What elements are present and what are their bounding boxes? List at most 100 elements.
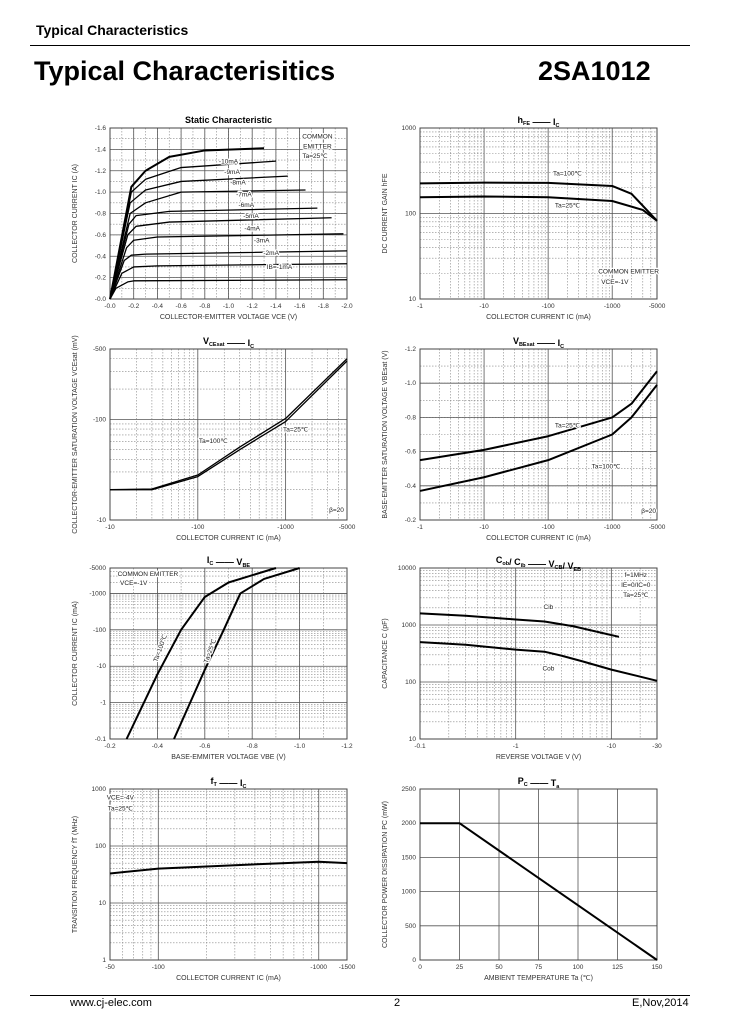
- x-tick-label: -10: [105, 524, 115, 531]
- x-tick-label: -1000: [277, 524, 294, 531]
- x-tick-label: -1000: [604, 303, 621, 310]
- annotation-label: -4mA: [244, 226, 260, 233]
- annotation-label: f=1MHz: [624, 572, 647, 579]
- y-axis-label: DC CURRENT GAIN hFE: [382, 173, 389, 253]
- x-tick-label: -0.6: [175, 303, 187, 310]
- y-tick-label: -1.2: [95, 168, 107, 175]
- y-tick-label: 2500: [402, 786, 417, 793]
- y-tick-label: 100: [405, 211, 416, 218]
- y-tick-label: -0.1: [95, 736, 107, 743]
- annotation-label: -2mA: [263, 250, 279, 257]
- annotation-label: COMMON EMITTER: [118, 571, 179, 578]
- y-tick-label: 1000: [402, 889, 417, 896]
- annotation-label: IB=-1mA: [267, 264, 293, 271]
- annotation-label: VCE=-4V: [107, 795, 135, 802]
- x-tick-label: -10: [479, 303, 489, 310]
- y-tick-label: -0.4: [405, 483, 417, 490]
- annotation-label: Ta=25℃: [283, 426, 309, 433]
- x-tick-label: -1.4: [270, 303, 282, 310]
- x-tick-label: -1: [417, 524, 423, 531]
- plot-frame: [419, 348, 658, 521]
- chart-title: VCEsat —— IC: [203, 336, 254, 350]
- x-tick-label: -0.8: [247, 743, 259, 750]
- chart-3: -10 -100 -1000 -5000 -10 -100 -500 VCEsat —— IC…: [72, 335, 356, 542]
- series-line: [109, 860, 348, 875]
- x-tick-label: -1.2: [247, 303, 259, 310]
- chart-2: -1 -10 -100 -1000 -5000 10 100 1000 hFE —— IC COL…: [382, 115, 666, 321]
- y-tick-label: -500: [93, 346, 106, 353]
- y-tick-label: -1.2: [405, 346, 417, 353]
- series-line: [109, 233, 344, 300]
- y-tick-label: -0.2: [95, 275, 107, 282]
- x-axis-label: COLLECTOR CURRENT IC (mA): [176, 535, 281, 542]
- chart-title: fT —— IC: [211, 776, 247, 790]
- y-axis-label: BASE-EMITTER SATURATION VOLTAGE VBEsat (…: [382, 350, 389, 518]
- y-tick-label: -0.8: [95, 211, 107, 218]
- series-line: [109, 250, 348, 300]
- y-tick-label: -0.2: [405, 517, 417, 524]
- y-tick-label: 10000: [398, 565, 416, 572]
- annotation-label: -9mA: [224, 169, 240, 176]
- x-tick-label: -0.4: [152, 743, 164, 750]
- x-tick-label: -50: [105, 964, 115, 971]
- x-tick-label: 75: [535, 964, 543, 971]
- y-tick-label: -1.0: [95, 189, 107, 196]
- series-line: [419, 370, 658, 462]
- x-tick-label: -1.0: [294, 743, 306, 750]
- x-tick-label: 0: [418, 964, 422, 971]
- annotation-label: -8mA: [230, 180, 246, 187]
- y-tick-label: 10: [409, 296, 417, 303]
- annotation-label: Ta=25℃: [302, 153, 328, 160]
- y-tick-label: -10: [97, 663, 107, 670]
- y-tick-label: 1000: [402, 622, 417, 629]
- x-tick-label: -5000: [649, 303, 666, 310]
- x-tick-label: -0.6: [199, 743, 211, 750]
- annotation-label: COMMON: [302, 134, 333, 141]
- y-tick-label: 1000: [402, 125, 417, 132]
- y-tick-label: 100: [405, 679, 416, 686]
- x-tick-label: -1.2: [341, 743, 353, 750]
- plot-frame: [109, 788, 348, 961]
- x-tick-label: -100: [542, 524, 555, 531]
- y-axis-label: COLLECTOR CURRENT IC (A): [72, 164, 79, 263]
- y-tick-label: 1500: [402, 854, 417, 861]
- x-tick-label: -5000: [649, 524, 666, 531]
- y-tick-label: -100: [93, 627, 106, 634]
- chart-7: -50 -100 -1000 -1500 1 10 100 1000 fT —— IC COLLE…: [72, 776, 356, 982]
- series-line: [419, 612, 620, 638]
- annotation-label: Ta=25℃: [623, 592, 649, 599]
- series-line: [419, 195, 658, 222]
- annotation-label: -6mA: [239, 202, 255, 209]
- x-tick-label: -0.1: [414, 743, 426, 750]
- x-tick-label: -0.8: [199, 303, 211, 310]
- x-tick-label: -1.8: [318, 303, 330, 310]
- annotation-label: IE=0/IC=0: [621, 582, 651, 589]
- annotation-label: Ta=100℃: [553, 170, 583, 177]
- x-tick-label: -5000: [339, 524, 356, 531]
- x-tick-label: -1.0: [223, 303, 235, 310]
- annotation-label: COMMON EMITTER: [598, 268, 659, 275]
- y-tick-label: 1000: [92, 786, 107, 793]
- x-axis-label: COLLECTOR CURRENT IC (mA): [176, 975, 281, 982]
- x-tick-label: 25: [456, 964, 464, 971]
- annotation-label: Cob: [542, 665, 554, 672]
- y-tick-label: -1.4: [95, 146, 107, 153]
- annotation-label: β=20: [641, 508, 656, 515]
- x-tick-label: -10: [607, 743, 617, 750]
- annotation-label: Ta=25℃: [203, 638, 218, 665]
- series-line: [419, 641, 658, 682]
- chart-title: Cob/ Cib —— VCB/ VEB: [496, 555, 581, 573]
- series-line: [173, 567, 300, 740]
- footer-url[interactable]: www.cj-elec.com: [70, 997, 152, 1009]
- y-axis-label: CAPACITANCE C (pF): [382, 618, 389, 689]
- y-axis-label: COLLECTOR CURRENT IC (mA): [72, 601, 79, 706]
- annotation-label: VCE=-1V: [601, 279, 629, 286]
- chart-1: -0.0 -0.2 -0.4 -0.6 -0.8 -1.0 -1.2 -1.4 -1.6 -1.8…: [72, 115, 353, 321]
- series-line: [419, 384, 658, 492]
- y-tick-label: -0.6: [405, 449, 417, 456]
- x-axis-label: BASE-EMMITER VOLTAGE VBE (V): [171, 754, 285, 761]
- x-tick-label: 100: [573, 964, 584, 971]
- y-axis-label: TRANSITION FREQUENCY fT (MHz): [72, 816, 79, 933]
- y-tick-label: -10: [97, 517, 107, 524]
